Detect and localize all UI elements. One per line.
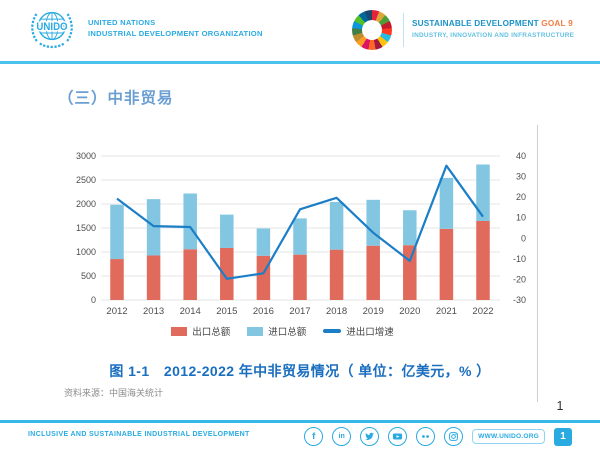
flickr-icon[interactable]	[416, 427, 436, 446]
svg-text:2020: 2020	[399, 306, 420, 317]
un-line2: INDUSTRIAL DEVELOPMENT ORGANIZATION	[88, 28, 263, 38]
legend-export-label: 出口总额	[192, 327, 231, 338]
legend-item-growth: 进出口增速	[323, 324, 394, 338]
content-divider-line	[537, 125, 538, 402]
growth-line-swatch	[323, 329, 342, 333]
legend-item-import: 进口总额	[247, 324, 306, 338]
svg-text:2012: 2012	[106, 306, 127, 317]
svg-text:1000: 1000	[76, 247, 96, 257]
svg-text:2014: 2014	[180, 306, 201, 317]
legend-growth-label: 进出口增速	[346, 327, 394, 338]
instagram-icon[interactable]	[444, 427, 464, 446]
header-divider-line	[403, 13, 404, 47]
export-swatch	[171, 326, 188, 336]
svg-text:500: 500	[81, 271, 96, 281]
page-number: 1	[556, 399, 564, 413]
svg-text:2019: 2019	[363, 306, 384, 317]
svg-text:0: 0	[91, 295, 96, 305]
legend-item-export: 出口总额	[171, 324, 230, 338]
sdg-title-main: SUSTAINABLE DEVELOPMENT	[412, 19, 539, 28]
svg-text:2022: 2022	[472, 306, 493, 317]
sdg-title: SUSTAINABLE DEVELOPMENT GOAL 9	[412, 19, 574, 29]
website-link[interactable]: WWW.UNIDO.ORG	[472, 429, 545, 444]
sdg-goal-label: GOAL 9	[541, 19, 573, 28]
svg-text:2000: 2000	[76, 199, 96, 209]
svg-text:-10: -10	[513, 254, 526, 264]
svg-text:2016: 2016	[253, 306, 274, 317]
svg-text:10: 10	[516, 213, 526, 223]
svg-text:2017: 2017	[289, 306, 310, 317]
svg-text:1500: 1500	[76, 223, 96, 233]
svg-text:UNIDO: UNIDO	[36, 21, 67, 33]
svg-text:2500: 2500	[76, 175, 96, 185]
source-note: 资料来源：中国海关统计	[64, 388, 164, 398]
sdg-wheel-hole	[362, 20, 382, 40]
svg-text:2015: 2015	[216, 306, 237, 317]
chart-legend: 出口总额 进口总额 进出口增速	[95, 324, 470, 338]
youtube-icon[interactable]	[388, 427, 408, 446]
unido-logo: UNIDO UNIDO	[26, 6, 78, 58]
svg-text:0: 0	[521, 233, 526, 243]
linkedin-glyph: in	[338, 433, 345, 440]
legend-import-label: 进口总额	[268, 327, 307, 338]
unido-globe-icon: UNIDO UNIDO	[31, 11, 73, 49]
sdg-wheel-icon	[352, 10, 392, 50]
svg-text:-30: -30	[513, 295, 526, 305]
svg-text:2018: 2018	[326, 306, 347, 317]
facebook-glyph: f	[312, 431, 316, 442]
footer-rule	[0, 420, 600, 423]
footer-tagline: INCLUSIVE AND SUSTAINABLE INDUSTRIAL DEV…	[28, 431, 250, 438]
facebook-icon[interactable]: f	[304, 427, 324, 446]
svg-text:20: 20	[516, 192, 526, 202]
page-title: （三）中非贸易	[58, 90, 174, 107]
linkedin-icon[interactable]: in	[332, 427, 352, 446]
svg-text:2013: 2013	[143, 306, 164, 317]
sdg-header-text: SUSTAINABLE DEVELOPMENT GOAL 9 INDUSTRY,…	[412, 19, 574, 41]
unido-header-text: UNITED NATIONS INDUSTRIAL DEVELOPMENT OR…	[88, 18, 263, 39]
twitter-icon[interactable]	[360, 427, 380, 446]
svg-text:-20: -20	[513, 274, 526, 284]
svg-text:30: 30	[516, 172, 526, 182]
import-swatch	[247, 326, 264, 336]
header-rule	[0, 61, 600, 64]
figure-caption: 图 1-1 2012-2022 年中非贸易情况（ 单位：亿美元，% ）	[109, 363, 491, 379]
sdg-subtitle: INDUSTRY, INNOVATION AND INFRASTRUCTURE	[412, 32, 575, 39]
trade-chart: 0 500 1000 1500 2000 2500 3000 40 30 20 10 0 -10 -20 -…	[76, 151, 526, 317]
un-line1: UNITED NATIONS	[88, 18, 156, 27]
svg-text:2021: 2021	[436, 306, 457, 317]
svg-text:40: 40	[516, 151, 526, 161]
svg-text:3000: 3000	[76, 151, 96, 161]
svg-text:UNIDO: UNIDO	[36, 21, 67, 33]
page-badge: 1	[554, 427, 572, 446]
footer-social-bar: f in WWW.UNIDO.ORG 1	[304, 427, 572, 446]
